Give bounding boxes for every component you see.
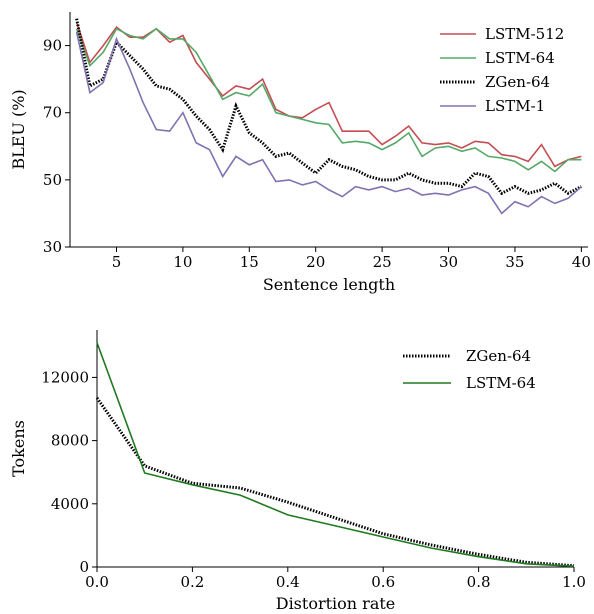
x-tick-label: 10	[173, 253, 192, 271]
x-tick-label: 25	[373, 253, 392, 271]
x-tick-label: 15	[240, 253, 259, 271]
x-tick-label: 0.0	[85, 573, 109, 591]
series-line-lstm-1	[75, 31, 582, 215]
series-line-lstm-512	[75, 21, 582, 168]
y-tick-label: 90	[43, 37, 62, 55]
y-axis-label: Tokens	[9, 420, 28, 477]
y-tick-label: 4000	[51, 495, 89, 513]
y-axis-label: BLEU (%)	[9, 89, 28, 169]
series-line-zgen-64	[75, 18, 583, 196]
legend-label: ZGen-64	[466, 347, 531, 365]
x-tick-label: 35	[505, 253, 524, 271]
y-tick-label: 12000	[41, 368, 89, 386]
y-tick-label: 50	[43, 171, 62, 189]
x-tick-label: 20	[306, 253, 325, 271]
x-tick-label: 0.2	[180, 573, 204, 591]
y-tick-label: 0	[79, 558, 89, 576]
series-line-lstm-64	[75, 27, 582, 173]
x-tick-label: 5	[112, 253, 122, 271]
x-tick-label: 30	[439, 253, 458, 271]
y-tick-label: 30	[43, 238, 62, 256]
legend-label: LSTM-64	[485, 49, 555, 67]
x-axis-label: Distortion rate	[276, 594, 396, 613]
tokens-chart: 0.0 0.2 0.4 0.6 0.8 1.0 0 4000 8000 12000 Distorti…	[9, 330, 586, 613]
bleu-chart: 5 10 15 20 25 30 35 40 30 50 70 90 Sentence length BL…	[9, 12, 591, 294]
x-tick-label: 0.6	[371, 573, 395, 591]
series-line-zgen-64	[95, 397, 575, 568]
x-tick-label: 0.8	[467, 573, 491, 591]
legend-label: LSTM-512	[485, 25, 564, 43]
y-tick-label: 70	[43, 104, 62, 122]
x-tick-label: 1.0	[562, 573, 586, 591]
legend-label: LSTM-1	[485, 97, 545, 115]
legend-label: ZGen-64	[485, 73, 550, 91]
x-tick-label: 40	[572, 253, 591, 271]
series-line-lstm-64	[96, 342, 575, 567]
legend-label: LSTM-64	[466, 374, 536, 392]
y-tick-label: 8000	[51, 432, 89, 450]
x-axis-label: Sentence length	[263, 275, 395, 294]
x-tick-label: 0.4	[276, 573, 300, 591]
